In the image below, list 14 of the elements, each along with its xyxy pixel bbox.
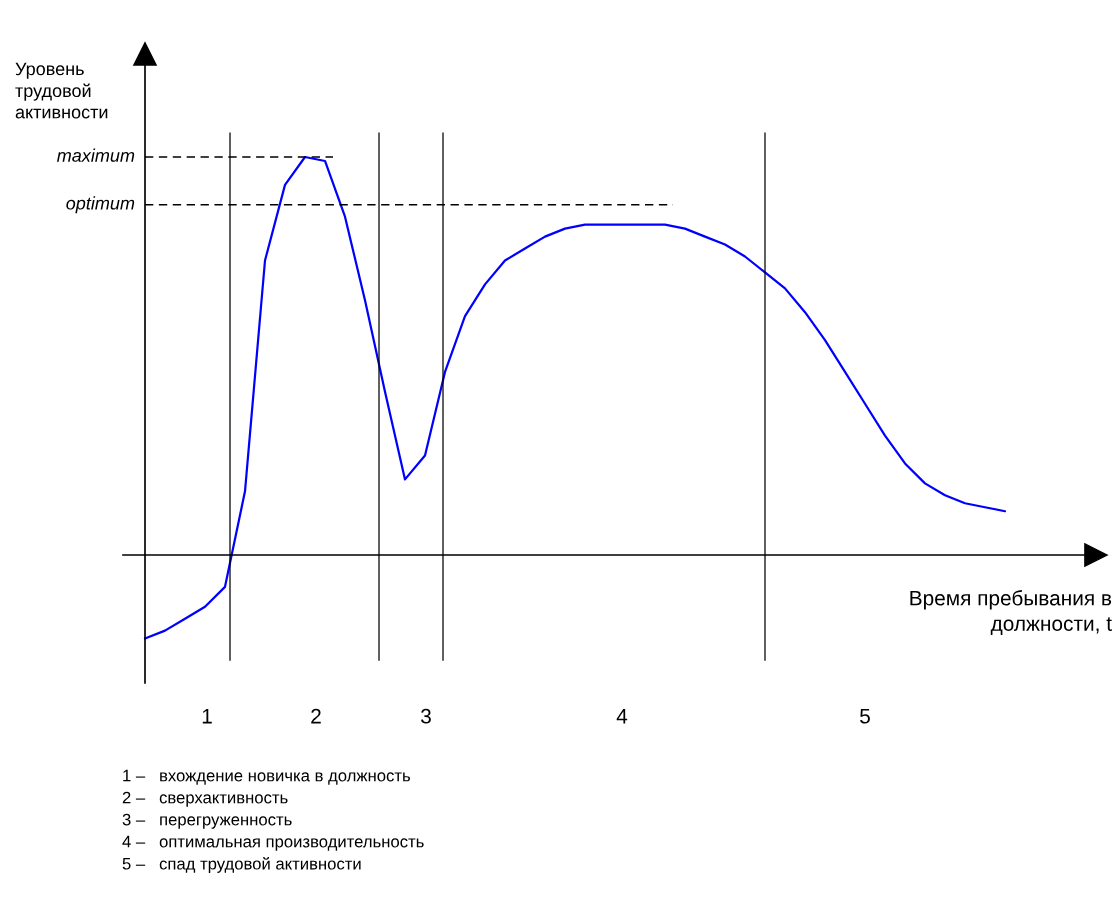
text: 3 <box>421 708 431 724</box>
text: 3 – перегруженность <box>122 813 292 829</box>
ref-line-label: optimum <box>66 196 135 214</box>
text: 5 – спад трудовой активности <box>122 857 361 873</box>
x-axis-title: Время пребывания в должности, t <box>910 590 1112 635</box>
text: 2 <box>311 708 321 724</box>
text: 1 <box>202 709 212 724</box>
text: 2 – сверхактивность <box>122 791 288 807</box>
text: 5 <box>860 709 870 724</box>
text: 4 – оптимальная производительность <box>122 835 424 851</box>
text: 4 <box>616 709 628 724</box>
y-axis-title: Уровень трудовой активности <box>15 62 108 119</box>
text: 1 – вхождение новичка в должность <box>123 769 410 785</box>
ref-line-label: maximum <box>57 148 135 162</box>
